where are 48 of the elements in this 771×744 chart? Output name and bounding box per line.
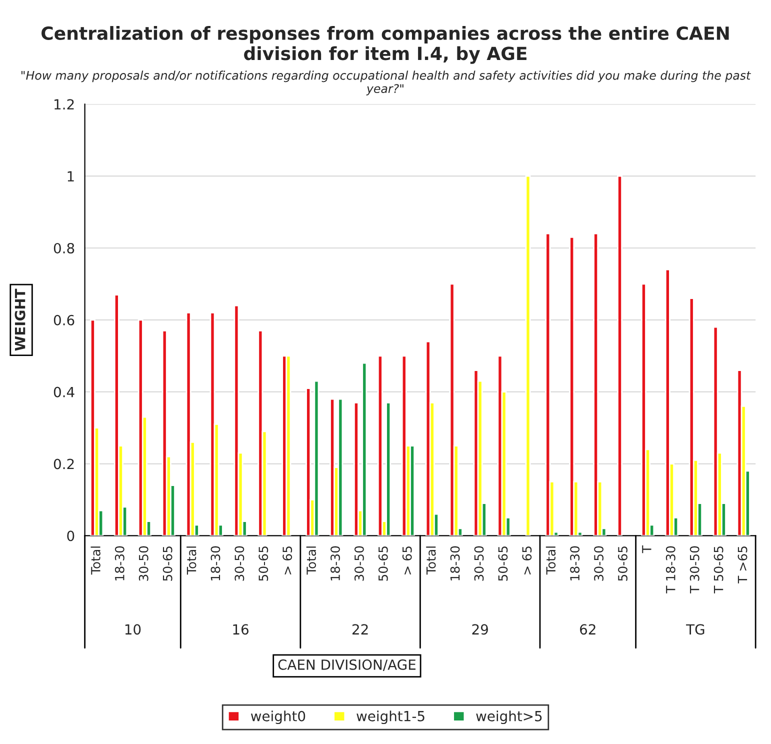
text: 22 xyxy=(352,624,368,634)
x-tick-label: Total xyxy=(546,546,556,575)
x-axis-title: CAEN DIVISION/AGE xyxy=(278,659,416,671)
legend-label: weight>5 xyxy=(476,710,542,724)
text: 10 xyxy=(125,624,141,635)
x-tick-label: Total xyxy=(90,546,100,575)
x-tick-label: 18-30 xyxy=(210,546,220,580)
x-tick-label: T xyxy=(642,545,652,554)
x-tick-label: 50-65 xyxy=(498,546,508,581)
x-tick-label: T >65 xyxy=(738,546,748,584)
x-tick-label: 30-50 xyxy=(354,546,364,581)
x-tick-label: T 18-30 xyxy=(666,546,676,594)
x-tick-label: 30-50 xyxy=(234,546,244,581)
x-tick-label: Total xyxy=(306,546,316,575)
x-tick-label: Total xyxy=(426,546,436,575)
y-tick-label: 0.2 xyxy=(54,458,74,470)
text: 16 xyxy=(233,624,248,635)
chart-subtitle: "How many proposals and/or notifications regarding occupational health and safety activities did you make during the past year?" xyxy=(21,70,752,96)
x-tick-label: 18-30 xyxy=(450,546,460,580)
x-tick-label: > 65 xyxy=(402,546,412,574)
x-tick-label: 18-30 xyxy=(330,546,340,580)
x-tick-label: Total xyxy=(186,546,196,575)
x-tick-label: 30-50 xyxy=(474,546,484,581)
y-tick-label: 1 xyxy=(68,171,74,182)
x-tick-label: > 65 xyxy=(282,546,292,574)
text: TG xyxy=(686,624,704,635)
y-tick-label: 0.6 xyxy=(54,314,74,326)
x-tick-label: 30-50 xyxy=(594,546,604,581)
x-tick-label: 50-65 xyxy=(618,546,628,581)
text: 29 xyxy=(472,624,488,635)
y-tick-label: 0.8 xyxy=(54,242,74,254)
x-tick-label: > 65 xyxy=(522,546,532,574)
x-tick-label: T 50-65 xyxy=(714,546,724,594)
x-tick-label: 30-50 xyxy=(138,546,148,581)
y-tick-label: 1.2 xyxy=(54,99,74,110)
y-tick-label: 0.4 xyxy=(54,386,74,398)
x-tick-label: 50-65 xyxy=(378,546,388,581)
x-tick-label: 18-30 xyxy=(114,546,124,580)
y-tick-label: 0 xyxy=(67,530,74,542)
x-tick-label: 18-30 xyxy=(570,546,580,580)
legend-label: weight1-5 xyxy=(356,710,424,724)
legend-label: weight0 xyxy=(250,710,306,724)
x-tick-label: 50-65 xyxy=(258,546,268,581)
x-tick-label: T 30-50 xyxy=(690,546,700,594)
x-tick-label: 50-65 xyxy=(162,546,172,581)
text: 62 xyxy=(580,624,596,635)
chart-title: Centralization of responses from companies across the entire CAEN division for item I.4, by AGE xyxy=(42,26,729,64)
y-axis-title: WEIGHT xyxy=(14,288,26,351)
